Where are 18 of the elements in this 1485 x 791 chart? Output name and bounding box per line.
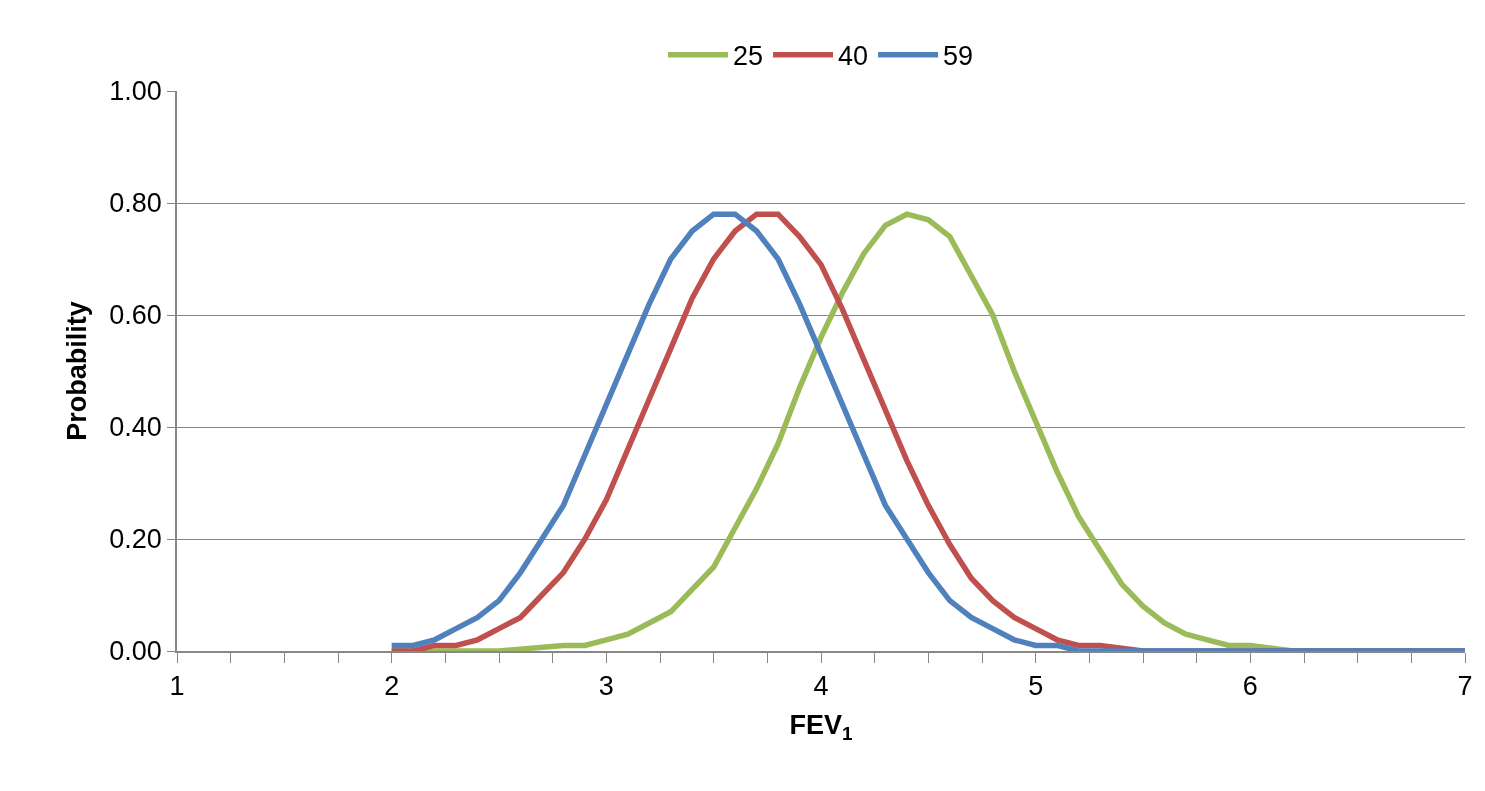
x-tick-label: 6 bbox=[1242, 671, 1258, 702]
y-tick-label: 0.60 bbox=[109, 300, 162, 331]
y-tick-label: 0.00 bbox=[109, 636, 162, 667]
x-tick-label: 1 bbox=[169, 671, 185, 702]
y-tick-label: 0.80 bbox=[109, 188, 162, 219]
x-tick-label: 5 bbox=[1028, 671, 1044, 702]
y-tick-label: 0.40 bbox=[109, 412, 162, 443]
x-tick-label: 3 bbox=[598, 671, 614, 702]
x-tick-label: 4 bbox=[813, 671, 829, 702]
y-axis-title: Probability bbox=[61, 301, 92, 441]
y-tick-label: 0.20 bbox=[109, 524, 162, 555]
x-tick-label: 2 bbox=[384, 671, 400, 702]
x-axis-title: FEV$_{1}$ bbox=[789, 710, 853, 744]
legend-label: 40 bbox=[838, 41, 869, 72]
legend-label: 25 bbox=[733, 41, 764, 72]
x-tick-label: 7 bbox=[1457, 671, 1473, 702]
y-tick-label: 1.00 bbox=[109, 76, 162, 107]
legend-label: 59 bbox=[943, 41, 974, 72]
